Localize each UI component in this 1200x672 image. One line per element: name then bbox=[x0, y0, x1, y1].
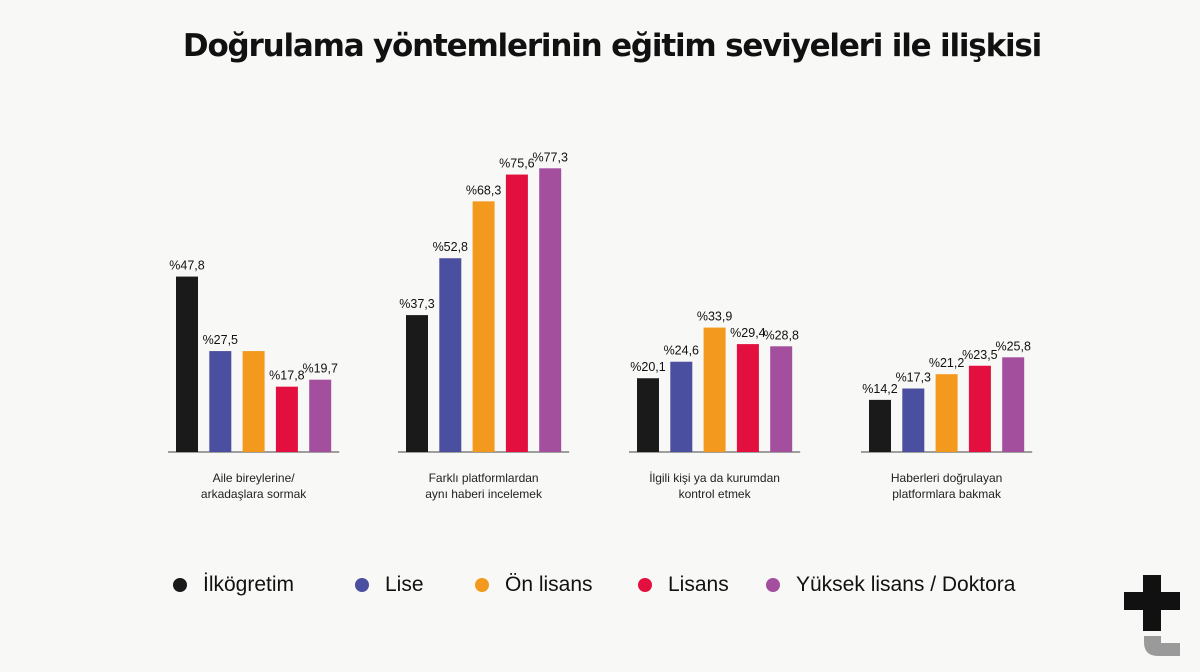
category-label-4-line-2: platformlara bakmak bbox=[892, 487, 1002, 501]
bar-onlisans-3 bbox=[703, 327, 726, 452]
legend-item-ilkogretim: İlkögretim bbox=[173, 572, 294, 598]
value-label-onlisans-4: %21,2 bbox=[929, 356, 964, 370]
value-label-yukseklisans-1: %19,7 bbox=[302, 362, 337, 376]
bar-onlisans-4 bbox=[935, 374, 958, 452]
legend-marker-onlisans bbox=[475, 578, 489, 592]
value-label-lisans-4: %23,5 bbox=[962, 348, 997, 362]
bar-onlisans-1 bbox=[242, 351, 265, 452]
legend-marker-ilkogretim bbox=[173, 578, 187, 592]
bar-yukseklisans-3 bbox=[770, 346, 793, 452]
value-label-lise-4: %17,3 bbox=[896, 371, 931, 385]
value-label-ilkogretim-4: %14,2 bbox=[862, 382, 897, 396]
chart-title: Doğrulama yöntemlerinin eğitim seviyeler… bbox=[182, 28, 1042, 64]
category-label-3-line-2: kontrol etmek bbox=[679, 487, 752, 501]
category-label-1-line-1: Aile bireylerine/ bbox=[213, 471, 296, 485]
legend-label-lisans: Lisans bbox=[668, 573, 729, 596]
value-label-onlisans-3: %33,9 bbox=[697, 310, 732, 324]
bar-lise-3 bbox=[670, 361, 693, 452]
bar-yukseklisans-4 bbox=[1002, 357, 1025, 452]
value-label-lisans-3: %29,4 bbox=[730, 326, 765, 340]
legend-item-lise: Lise bbox=[355, 572, 424, 598]
value-label-lisans-2: %75,6 bbox=[499, 157, 534, 171]
legend-marker-yukseklisans bbox=[766, 578, 780, 592]
value-label-ilkogretim-2: %37,3 bbox=[399, 297, 434, 311]
category-label-2-line-1: Farklı platformlardan bbox=[429, 471, 539, 485]
bar-lisans-4 bbox=[968, 365, 991, 452]
bar-yukseklisans-1 bbox=[309, 379, 332, 452]
value-label-lise-1: %27,5 bbox=[203, 333, 238, 347]
bar-lise-1 bbox=[209, 351, 232, 452]
bar-lisans-1 bbox=[275, 386, 298, 452]
value-label-yukseklisans-2: %77,3 bbox=[532, 150, 567, 164]
bar-ilkogretim-3 bbox=[637, 378, 659, 452]
bar-yukseklisans-2 bbox=[539, 168, 562, 452]
legend-marker-lise bbox=[355, 578, 369, 592]
category-label-2-line-2: aynı haberi incelemek bbox=[425, 487, 543, 501]
value-label-onlisans-2: %68,3 bbox=[466, 183, 501, 197]
t-plus-logo-icon bbox=[1124, 575, 1180, 656]
legend-label-ilkogretim: İlkögretim bbox=[203, 573, 295, 596]
bar-onlisans-2 bbox=[472, 201, 495, 452]
legend-item-yukseklisans: Yüksek lisans / Doktora bbox=[766, 572, 1015, 598]
bar-ilkogretim-2 bbox=[406, 315, 428, 452]
legend-label-yukseklisans: Yüksek lisans / Doktora bbox=[796, 573, 1016, 596]
legend-item-onlisans: Ön lisans bbox=[475, 572, 593, 598]
bar-ilkogretim-1 bbox=[176, 276, 198, 452]
legend-item-lisans: Lisans bbox=[638, 572, 729, 598]
value-label-ilkogretim-1: %47,8 bbox=[169, 259, 204, 273]
value-label-lisans-1: %17,8 bbox=[269, 369, 304, 383]
value-label-lise-3: %24,6 bbox=[664, 344, 699, 358]
category-label-3-line-1: İlgili kişi ya da kurumdan bbox=[649, 471, 780, 485]
bar-lise-4 bbox=[902, 388, 925, 452]
category-label-4-line-1: Haberleri doğrulayan bbox=[891, 471, 1002, 485]
bar-ilkogretim-4 bbox=[869, 399, 891, 452]
value-label-ilkogretim-3: %20,1 bbox=[630, 360, 665, 374]
legend-label-lise: Lise bbox=[385, 573, 424, 596]
bar-chart: Aile bireylerine/arkadaşlara sormak %47,8… bbox=[168, 150, 1033, 501]
bar-lisans-3 bbox=[736, 344, 759, 452]
value-label-lise-2: %52,8 bbox=[433, 240, 468, 254]
value-label-yukseklisans-4: %25,8 bbox=[995, 339, 1030, 353]
bar-lisans-2 bbox=[505, 174, 528, 452]
bar-lise-2 bbox=[439, 258, 462, 452]
legend-marker-lisans bbox=[638, 578, 652, 592]
value-label-yukseklisans-3: %28,8 bbox=[763, 328, 798, 342]
legend-label-onlisans: Ön lisans bbox=[505, 573, 593, 596]
category-label-1-line-2: arkadaşlara sormak bbox=[201, 487, 307, 501]
